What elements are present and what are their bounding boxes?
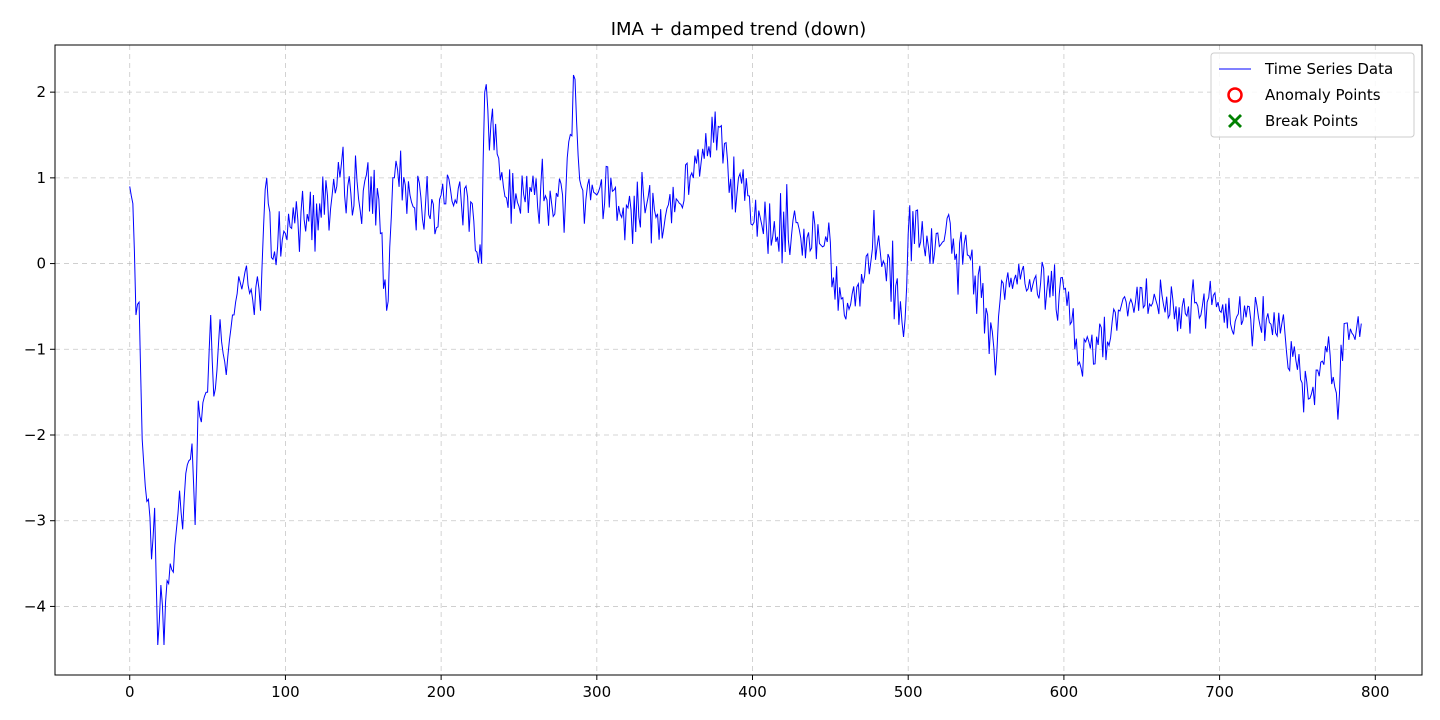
legend-circle-marker: [1227, 87, 1243, 103]
y-tick-label: 0: [36, 255, 46, 273]
legend: Time Series Data Anomaly Points Break Po…: [1210, 52, 1415, 138]
legend-box: [1210, 52, 1415, 138]
x-tick-label: 400: [738, 683, 767, 701]
plot-frame: [54, 44, 1423, 676]
x-tick-label: 100: [271, 683, 300, 701]
grid: [55, 45, 1422, 675]
y-tick-label: 1: [36, 169, 46, 187]
x-axis: 0 100 200 300 400 500 600 700 800: [125, 675, 1390, 701]
chart-title: IMA + damped trend (down): [611, 19, 867, 40]
y-tick-label: −3: [24, 512, 46, 530]
x-tick-label: 500: [894, 683, 923, 701]
y-tick-label: −4: [24, 597, 46, 615]
x-tick-label: 0: [125, 683, 135, 701]
x-tick-label: 300: [582, 683, 611, 701]
y-axis: −4 −3 −2 −1 0 1 2: [24, 83, 55, 615]
legend-label-anomaly: Anomaly Points: [1265, 86, 1381, 104]
legend-label-break: Break Points: [1265, 112, 1358, 130]
y-tick-label: −1: [24, 340, 46, 358]
legend-label-time-series: Time Series Data: [1264, 60, 1393, 78]
legend-x-marker: [1228, 114, 1242, 128]
y-tick-label: 2: [36, 83, 46, 101]
series-line-time-series-data: [129, 74, 1362, 646]
x-tick-label: 700: [1205, 683, 1234, 701]
x-tick-label: 800: [1361, 683, 1390, 701]
x-tick-label: 200: [427, 683, 456, 701]
x-tick-label: 600: [1050, 683, 1079, 701]
y-tick-label: −2: [24, 426, 46, 444]
